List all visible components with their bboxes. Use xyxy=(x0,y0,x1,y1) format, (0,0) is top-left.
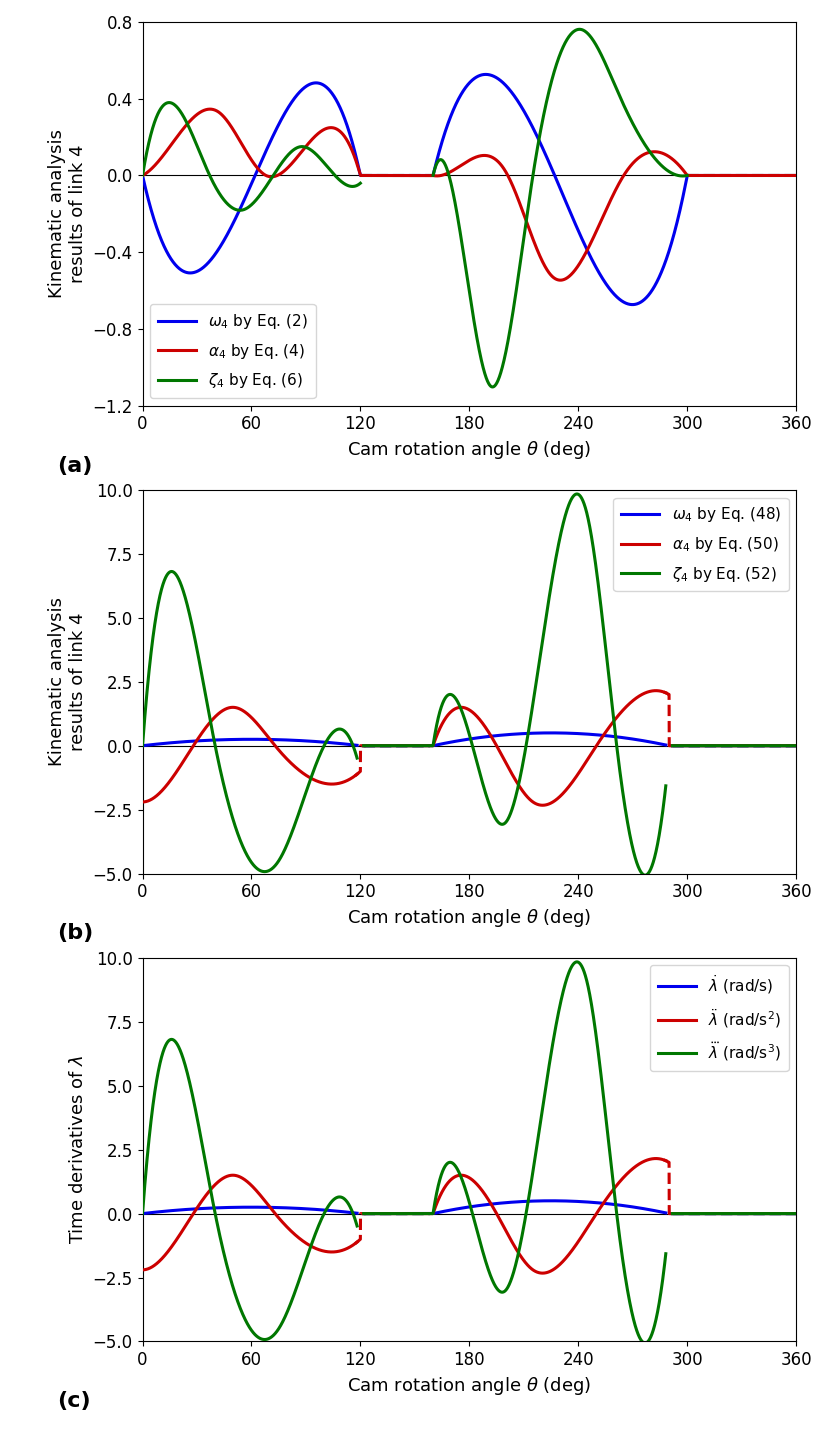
Y-axis label: Time derivatives of $\lambda$: Time derivatives of $\lambda$ xyxy=(69,1055,87,1244)
X-axis label: Cam rotation angle $\theta$ (deg): Cam rotation angle $\theta$ (deg) xyxy=(347,907,591,929)
Y-axis label: Kinematic analysis
results of link 4: Kinematic analysis results of link 4 xyxy=(48,598,87,767)
Legend: $\omega_4$ by Eq. (48), $\alpha_4$ by Eq. (50), $\zeta_4$ by Eq. (52): $\omega_4$ by Eq. (48), $\alpha_4$ by Eq… xyxy=(614,497,789,592)
Y-axis label: Kinematic analysis
results of link 4: Kinematic analysis results of link 4 xyxy=(48,129,87,298)
Legend: $\dot{\lambda}$ (rad/s), $\ddot{\lambda}$ (rad/s$^2$), $\dddot{\lambda}$ (rad/s$: $\dot{\lambda}$ (rad/s), $\ddot{\lambda}… xyxy=(650,966,789,1070)
Text: (c): (c) xyxy=(58,1391,91,1412)
Text: (b): (b) xyxy=(58,923,93,943)
Text: (a): (a) xyxy=(58,456,93,476)
X-axis label: Cam rotation angle $\theta$ (deg): Cam rotation angle $\theta$ (deg) xyxy=(347,438,591,461)
Legend: $\omega_4$ by Eq. (2), $\alpha_4$ by Eq. (4), $\zeta_4$ by Eq. (6): $\omega_4$ by Eq. (2), $\alpha_4$ by Eq.… xyxy=(151,304,316,398)
X-axis label: Cam rotation angle $\theta$ (deg): Cam rotation angle $\theta$ (deg) xyxy=(347,1374,591,1397)
